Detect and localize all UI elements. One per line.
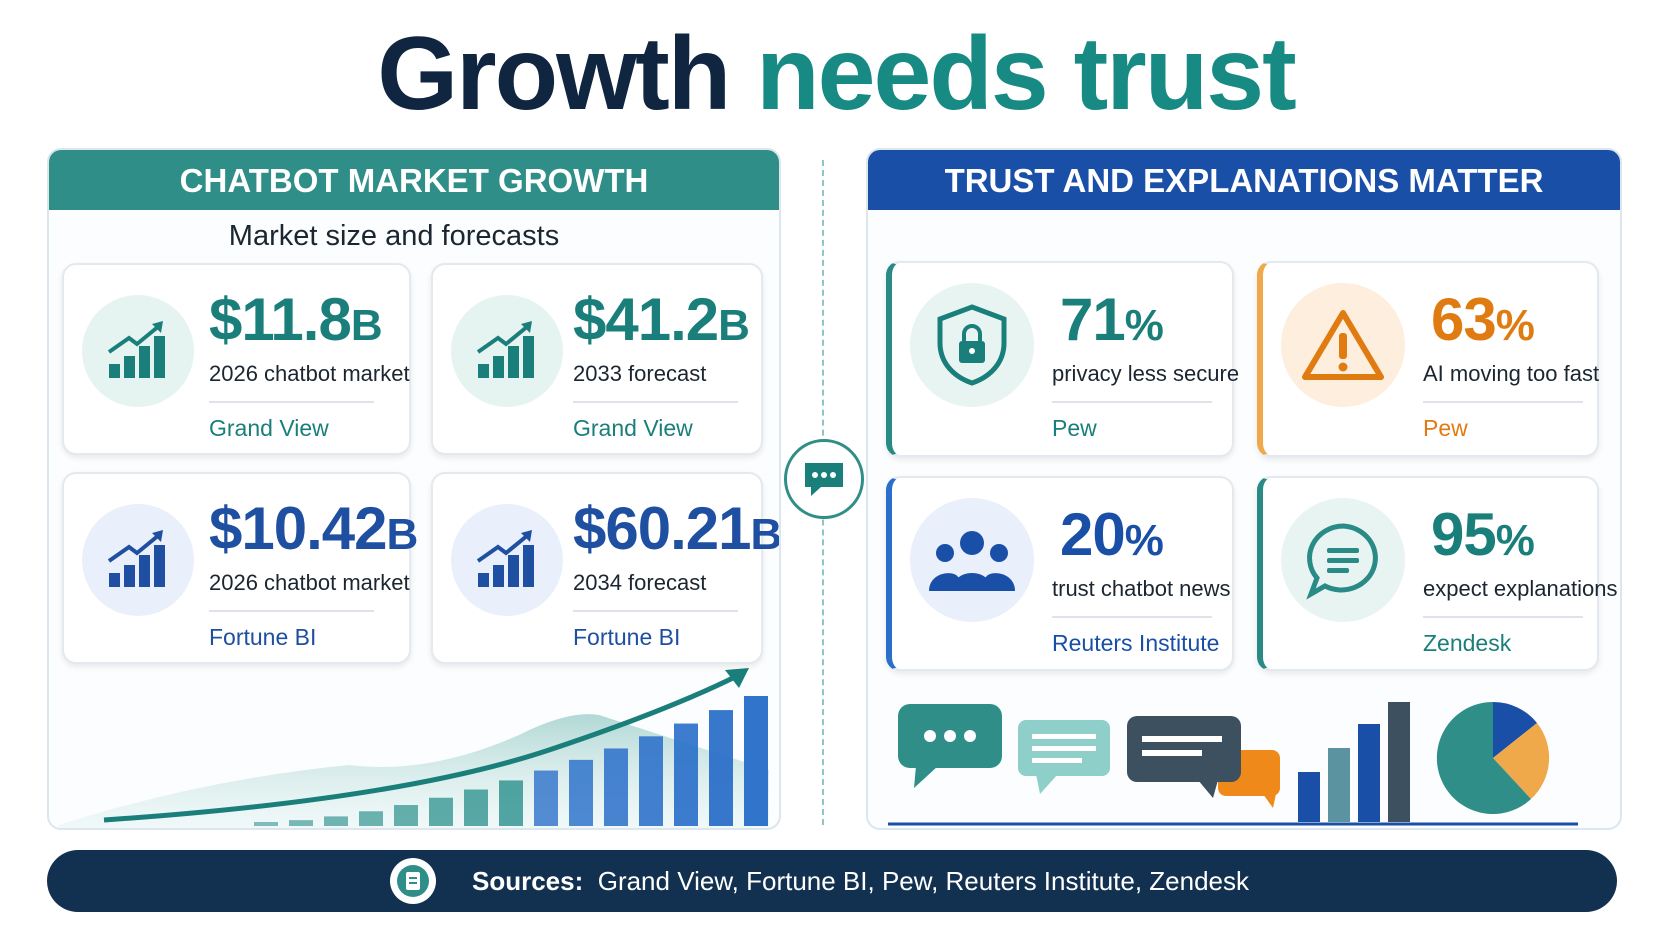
stat-unit: % [1495,301,1535,350]
deco-bar [464,789,488,826]
card-rule [1052,401,1212,403]
deco-bar [709,710,733,826]
deco-bar [324,816,348,826]
deco-bar [254,822,278,826]
stat-source: Fortune BI [209,624,317,650]
stat-unit: % [1124,301,1164,350]
card-icon [451,504,563,616]
stat-unit: B [350,301,383,350]
chat-badge [784,439,864,519]
page-title: Growth needs trust [0,14,1672,134]
stat-unit: % [1495,516,1535,565]
stat-card: $11.8B 2026 chatbot market Grand View [62,263,411,455]
card-rule [1423,616,1583,618]
stat-number: $41.2 [573,286,719,353]
stat-value: $60.21B [573,495,781,568]
stat-unit: B [750,510,781,559]
stat-number: 95 [1431,501,1497,568]
stat-value: 63% [1431,286,1535,359]
deco-bar [359,811,383,826]
footer-text: Sources: Grand View, Fortune BI, Pew, Re… [472,850,1249,912]
stat-card: $10.42B 2026 chatbot market Fortune BI [62,472,418,664]
footer-bar: Sources: Grand View, Fortune BI, Pew, Re… [47,850,1617,912]
stat-label: 2026 chatbot market [209,570,410,595]
stat-label: AI moving too fast [1423,361,1600,386]
card-icon [82,504,194,616]
card-icon [1281,283,1405,407]
stat-label: 2034 forecast [573,570,707,595]
card-rule [1423,401,1583,403]
stat-card: 63% AI moving too fast Pew [1257,261,1599,457]
stat-value: 71% [1060,286,1164,359]
stat-card: 95% expect explanations Zendesk [1257,476,1617,671]
card-rule [209,610,374,612]
stat-card: 71% privacy less secure Pew [886,261,1239,457]
right-panel: TRUST AND EXPLANATIONS MATTER 71% privacy… [866,148,1622,830]
card-rule [573,401,738,403]
card-icon [910,498,1034,622]
deco-bar [394,805,418,826]
deco-bar [499,780,523,826]
stat-card: $41.2B 2033 forecast Grand View [431,263,763,455]
card-icon [910,283,1034,407]
card-icon [82,295,194,407]
stat-label: 2026 chatbot market [209,361,410,386]
stat-source: Reuters Institute [1052,630,1220,656]
stat-value: 20% [1060,501,1164,574]
card-rule [209,401,374,403]
deco-bar [674,723,698,826]
growth-illustration [59,668,769,828]
stat-card: 20% trust chatbot news Reuters Institute [886,476,1234,671]
deco-bar [289,820,313,826]
card-icon [451,295,563,407]
deco-bar [534,770,558,826]
stat-number: 71 [1060,286,1126,353]
panel-header: CHATBOT MARKET GROWTH [49,150,779,210]
stat-number: $60.21 [573,495,752,562]
stat-label: privacy less secure [1052,361,1240,386]
stat-value: $10.42B [209,495,419,568]
stat-value: 95% [1431,501,1535,574]
stat-source: Pew [1423,415,1468,441]
card-icon [1281,498,1405,622]
stat-number: 20 [1060,501,1126,568]
stat-card: $60.21B 2034 forecast Fortune BI [431,472,779,664]
stat-unit: B [718,301,750,350]
footer-icon [390,858,436,904]
left-panel: CHATBOT MARKET GROWTH Market size and fo… [47,148,781,830]
footer-sources: Grand View, Fortune BI, Pew, Reuters Ins… [597,866,1250,896]
footer-label: Sources: [472,866,584,896]
panel-header: TRUST AND EXPLANATIONS MATTER [868,150,1620,210]
stat-source: Fortune BI [573,624,681,650]
stat-unit: B [386,510,419,559]
trust-illustration [888,701,1578,826]
deco-bar [744,696,768,826]
title-part: Growth [377,16,731,132]
stat-label: expect explanations [1423,576,1618,601]
stat-unit: % [1124,516,1164,565]
stat-label: trust chatbot news [1052,576,1231,601]
stat-source: Grand View [209,415,329,441]
stat-value: $41.2B [573,286,750,359]
deco-bar [639,736,663,826]
stat-number: $10.42 [209,495,388,562]
stat-number: $11.8 [209,286,352,353]
stat-value: $11.8B [209,286,383,359]
card-rule [1052,616,1212,618]
card-rule [573,610,738,612]
stat-source: Zendesk [1423,630,1512,656]
stat-source: Pew [1052,415,1097,441]
panel-subtitle: Market size and forecasts [228,220,560,252]
deco-bar [569,759,593,826]
stat-number: 63 [1431,286,1497,353]
deco-bar [604,748,628,826]
stat-label: 2033 forecast [573,361,707,386]
stat-source: Grand View [573,415,693,441]
deco-bar [429,797,453,826]
title-part: needs trust [756,16,1297,132]
